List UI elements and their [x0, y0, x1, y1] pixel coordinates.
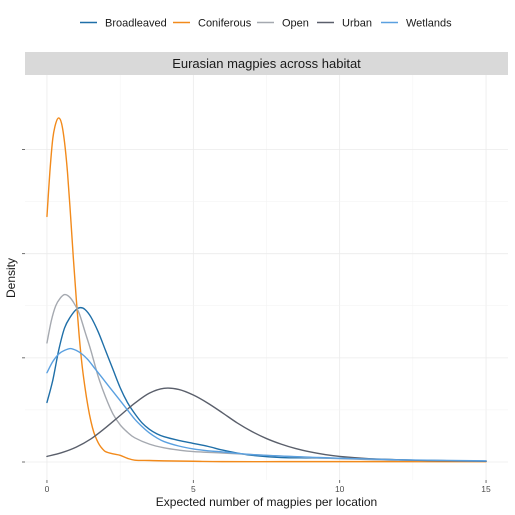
- legend-label-broadleaved: Broadleaved: [105, 18, 167, 30]
- x-axis-ticks: 0 5 10 15: [45, 480, 491, 494]
- y-axis-title: Density: [4, 258, 18, 298]
- legend-label-open: Open: [282, 18, 309, 30]
- x-tick-label: 5: [191, 484, 196, 494]
- x-axis-title: Expected number of magpies per location: [156, 495, 377, 509]
- x-tick-label: 10: [335, 484, 345, 494]
- series-lines: [46, 117, 487, 463]
- x-tick-label: 15: [481, 484, 491, 494]
- legend: Broadleaved Coniferous Open Urban Wetlands: [80, 18, 452, 30]
- series-line-coniferous: [46, 117, 487, 463]
- legend-label-coniferous: Coniferous: [198, 18, 252, 30]
- grid: [25, 75, 508, 480]
- legend-label-urban: Urban: [342, 18, 372, 30]
- series-line-wetlands: [46, 347, 487, 462]
- x-tick-label: 0: [45, 484, 50, 494]
- chart-title: Eurasian magpies across habitat: [172, 56, 361, 71]
- legend-label-wetlands: Wetlands: [406, 18, 452, 30]
- facet-strip: [25, 52, 508, 75]
- y-axis-ticks: [22, 149, 25, 463]
